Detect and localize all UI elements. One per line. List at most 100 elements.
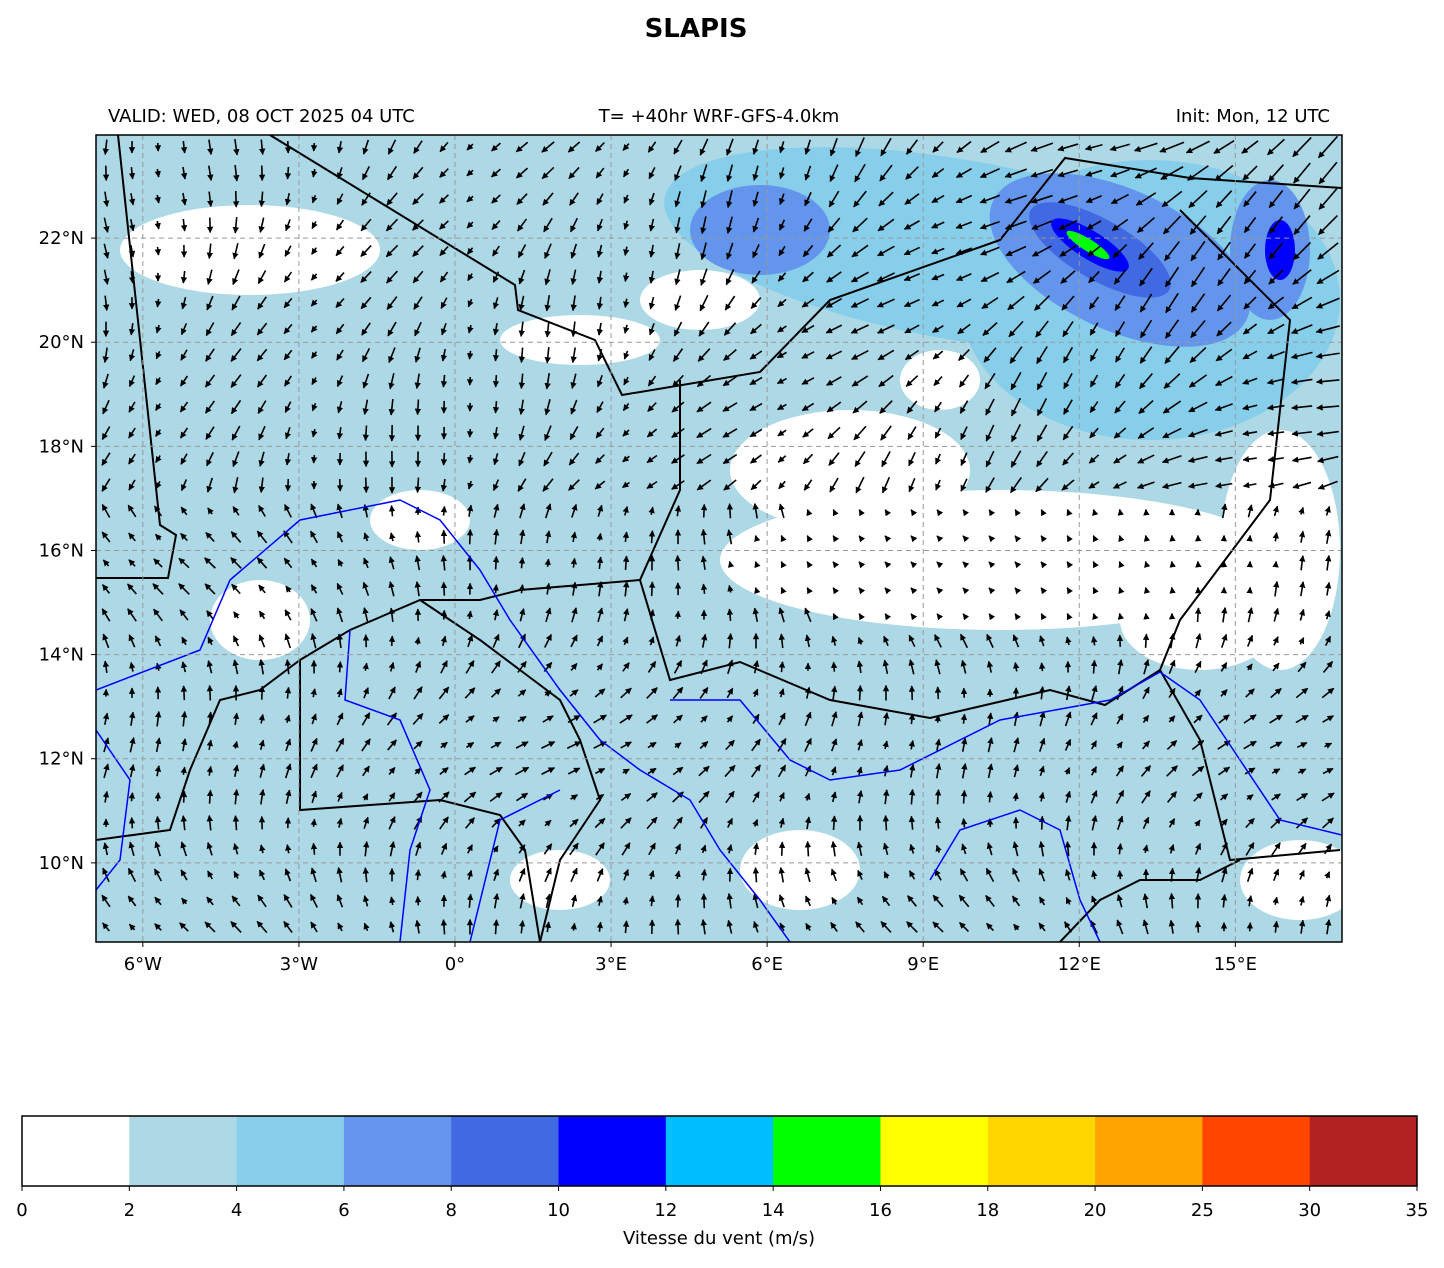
wind-arrow bbox=[1094, 510, 1095, 513]
wind-arrow bbox=[886, 816, 887, 831]
wind-arrow bbox=[496, 920, 497, 934]
wind-arrow bbox=[366, 426, 367, 441]
wind-arrow bbox=[288, 479, 289, 491]
wind-arrow bbox=[366, 478, 367, 493]
colorbar-bin bbox=[988, 1116, 1096, 1186]
wind-arrow bbox=[132, 793, 133, 801]
wind-arrow bbox=[678, 556, 679, 571]
wind-arrow bbox=[781, 536, 782, 539]
y-tick-label: 22°N bbox=[39, 228, 84, 249]
wind-arrow bbox=[729, 609, 730, 621]
wind-arrow bbox=[1120, 510, 1121, 513]
wind-arrow bbox=[912, 686, 913, 700]
wind-arrow bbox=[157, 299, 158, 307]
colorbar-bin bbox=[1095, 1116, 1203, 1186]
wind-arrow bbox=[1198, 921, 1199, 932]
wind-arrow bbox=[834, 816, 835, 830]
colorbar-tick-label: 30 bbox=[1298, 1200, 1321, 1221]
wind-arrow bbox=[470, 377, 471, 385]
wind-arrow bbox=[781, 662, 782, 672]
wind-arrow bbox=[756, 588, 757, 591]
colorbar-tick-label: 8 bbox=[446, 1200, 457, 1221]
wind-arrow bbox=[730, 504, 731, 518]
wind-arrow bbox=[1067, 614, 1068, 617]
colorbar-tick-label: 25 bbox=[1191, 1200, 1214, 1221]
x-tick-label: 15°E bbox=[1214, 954, 1257, 975]
wind-arrow bbox=[1120, 614, 1121, 617]
wind-arrow bbox=[1094, 660, 1095, 673]
run-info: T= +40hr WRF-GFS-4.0km bbox=[598, 106, 840, 127]
wind-arrow bbox=[1119, 588, 1120, 591]
wind-arrow bbox=[1120, 536, 1121, 539]
wind-arrow bbox=[963, 714, 964, 724]
wind-arrow bbox=[730, 562, 731, 565]
wind-arrow bbox=[496, 375, 497, 387]
wind-arrow bbox=[443, 375, 444, 387]
colorbar-tick-label: 12 bbox=[654, 1200, 677, 1221]
wind-arrow bbox=[417, 870, 418, 880]
wind-arrow bbox=[1119, 844, 1120, 855]
colorbar-tick-label: 6 bbox=[338, 1200, 349, 1221]
wind-arrow bbox=[860, 686, 861, 701]
wind-arrow bbox=[184, 791, 185, 802]
wind-arrow bbox=[834, 662, 835, 671]
wind-arrow bbox=[443, 920, 444, 935]
wind-arrow bbox=[652, 531, 653, 543]
wind-arrow bbox=[1198, 608, 1199, 622]
colorbar-tick-label: 18 bbox=[976, 1200, 999, 1221]
wind-arrow bbox=[678, 895, 679, 908]
wind-arrow bbox=[1042, 816, 1043, 829]
y-tick-label: 10°N bbox=[39, 853, 84, 874]
wind-arrow bbox=[495, 349, 496, 361]
wind-arrow bbox=[626, 556, 627, 570]
wind-arrow bbox=[158, 247, 159, 255]
wind-arrow bbox=[392, 636, 393, 646]
wind-arrow bbox=[1094, 614, 1095, 617]
colorbar-bin bbox=[773, 1116, 881, 1186]
wind-arrow bbox=[521, 558, 522, 568]
wind-arrow bbox=[314, 843, 315, 854]
wind-arrow bbox=[314, 819, 315, 827]
wind-arrow bbox=[210, 790, 211, 803]
y-tick-label: 20°N bbox=[39, 332, 84, 353]
wind-arrow bbox=[938, 687, 939, 699]
wind-arrow bbox=[781, 588, 782, 591]
colorbar-tick-label: 10 bbox=[547, 1200, 570, 1221]
wind-arrow bbox=[599, 534, 600, 541]
colorbar-bin bbox=[344, 1116, 452, 1186]
colorbar-tick-label: 14 bbox=[762, 1200, 785, 1221]
wind-arrow bbox=[470, 429, 471, 437]
wind-arrow bbox=[235, 816, 236, 830]
wind-arrow bbox=[782, 842, 783, 856]
wind-arrow bbox=[444, 453, 445, 465]
colorbar-tick-label: 16 bbox=[869, 1200, 892, 1221]
wind-arrow bbox=[418, 897, 419, 906]
wind-arrow bbox=[340, 662, 341, 673]
wind-arrow bbox=[392, 506, 393, 517]
wind-arrow bbox=[1250, 923, 1251, 932]
wind-arrow bbox=[756, 868, 757, 883]
colorbar-tick-label: 20 bbox=[1084, 1200, 1107, 1221]
wind-arrow bbox=[444, 582, 445, 595]
map-area bbox=[96, 109, 1360, 942]
title: SLAPIS bbox=[645, 14, 748, 44]
wind-arrow bbox=[210, 686, 211, 701]
wind-arrow bbox=[444, 530, 445, 543]
wind-arrow bbox=[1093, 536, 1094, 539]
wind-arrow bbox=[469, 351, 470, 359]
wind-arrow bbox=[964, 819, 965, 828]
wind-arrow bbox=[755, 562, 756, 565]
y-tick-label: 14°N bbox=[39, 645, 84, 666]
wind-arrow bbox=[444, 506, 445, 515]
wind-arrow bbox=[158, 793, 159, 801]
wind-arrow bbox=[287, 687, 288, 698]
wind-arrow bbox=[678, 611, 679, 619]
wind-arrow bbox=[1146, 588, 1147, 591]
x-tick-label: 9°E bbox=[907, 954, 939, 975]
wind-arrow bbox=[1146, 634, 1147, 648]
wind-arrow bbox=[418, 478, 419, 493]
colorbar-bin bbox=[559, 1116, 667, 1186]
x-tick-label: 3°W bbox=[280, 954, 318, 975]
